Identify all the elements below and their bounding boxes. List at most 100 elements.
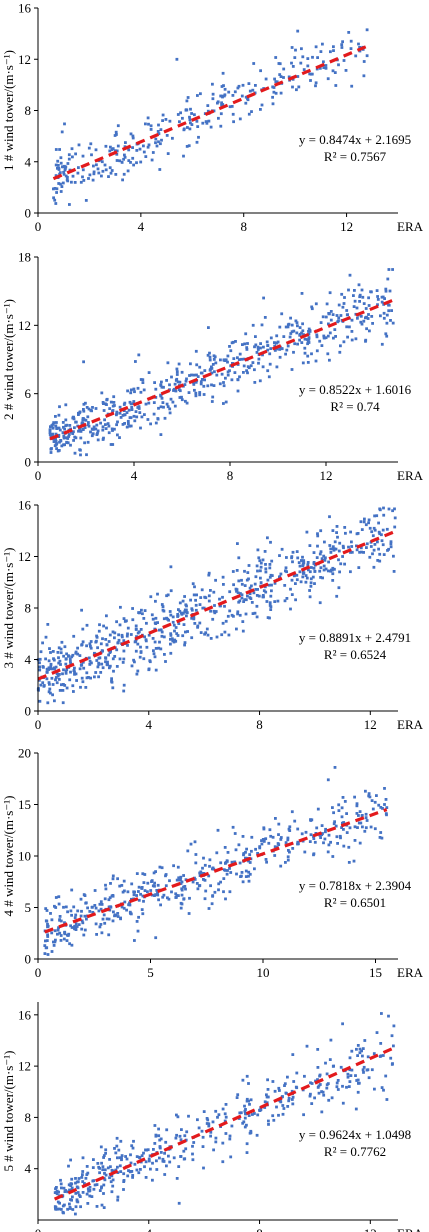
data-point [265,1093,268,1097]
data-point [320,344,324,347]
data-point [364,523,368,527]
data-point [54,439,58,443]
data-point [58,673,61,676]
data-point [315,826,319,830]
data-point [110,427,114,431]
data-point [65,686,69,690]
data-point [288,825,292,829]
data-point [318,601,322,605]
data-point [256,548,260,552]
data-point [223,1119,227,1123]
regression-line [44,808,388,934]
data-point [285,597,289,600]
data-point [163,653,166,656]
data-point [164,118,168,121]
data-point [113,636,116,640]
data-point [241,1078,245,1082]
data-point [213,370,216,374]
data-point [156,417,160,421]
data-point [247,870,251,874]
data-point [159,433,163,436]
data-point [251,612,255,615]
data-point [310,352,313,356]
data-point [107,424,111,428]
data-point [246,571,250,574]
data-point [259,576,262,580]
data-point [179,1155,182,1158]
data-point [358,300,361,303]
data-point [46,925,49,929]
data-point [244,101,248,105]
data-point [73,916,77,920]
data-point [102,624,105,628]
data-point [90,153,93,157]
data-point [58,171,62,174]
data-point [116,433,119,437]
data-point [233,832,237,835]
data-point [128,901,131,905]
data-point [248,89,252,93]
data-point [115,665,119,668]
data-point [45,909,49,912]
data-point [198,391,202,394]
data-point [195,593,198,597]
data-point [244,612,248,616]
data-point [342,844,346,848]
data-point [224,1103,228,1106]
data-point [360,288,364,292]
data-point [128,416,132,419]
data-point [286,325,290,329]
data-point [67,435,71,438]
data-point [65,939,69,942]
data-point [378,1055,382,1058]
data-point [160,603,164,606]
data-point [139,378,143,381]
data-point [199,382,203,386]
data-point [232,357,236,360]
data-point [228,369,231,373]
data-point [324,567,328,571]
data-point [184,1138,188,1142]
data-point [228,890,232,894]
data-point [317,1091,321,1095]
data-point [199,92,202,96]
data-point [76,646,79,650]
data-point [116,915,120,918]
data-point [372,526,376,530]
data-point [380,836,384,840]
data-point [212,609,216,613]
data-point [362,319,366,323]
data-point [224,376,227,380]
data-point [130,408,134,411]
data-point [292,350,295,354]
y-tick-label: 20 [18,746,31,761]
data-point [283,584,287,587]
data-point [46,933,49,937]
data-point [169,397,173,401]
data-point [88,1185,92,1189]
data-point [331,313,335,316]
data-point [334,84,338,87]
data-point [68,1188,71,1192]
data-point [116,124,120,128]
data-point [171,620,175,624]
data-point [286,1075,289,1079]
data-point [74,928,78,931]
data-point [87,421,90,424]
data-point [113,655,117,658]
data-point [182,897,186,901]
data-point [47,659,51,663]
data-point [64,671,68,675]
data-point [243,1104,246,1108]
data-point [245,1097,249,1101]
data-point [228,1137,232,1141]
data-point [160,634,164,638]
data-point [123,422,126,425]
data-point [125,634,129,638]
data-point [323,558,327,562]
data-point [154,647,158,650]
regression-equation: y = 0.8522x + 1.6016 [299,382,412,397]
data-point [387,1014,390,1018]
y-tick-label: 0 [25,704,32,719]
data-point [172,864,175,868]
